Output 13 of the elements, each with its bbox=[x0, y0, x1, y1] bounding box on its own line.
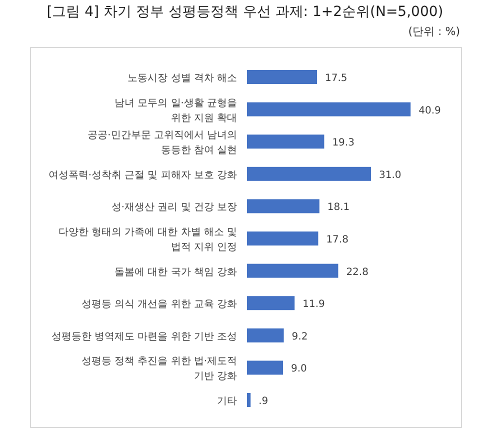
y-tick-label: 남녀 모두의 일·생활 균형을 위한 지원 확대 bbox=[114, 98, 237, 124]
y-tick-label: 기타 bbox=[217, 396, 237, 407]
y-tick-label: 여성폭력·성착취 근절 및 피해자 보호 강화 bbox=[48, 170, 237, 181]
y-tick-label: 성·재생산 권리 및 건강 보장 bbox=[111, 202, 237, 214]
y-tick-label: 돌봄에 대한 국가 책임 강화 bbox=[114, 266, 237, 278]
y-tick-label: 다양한 형태의 가족에 대한 차별 해소 및 법적 지위 인정 bbox=[58, 227, 237, 253]
y-tick-label: 공공·민간부문 고위직에서 남녀의 동등한 참여 실현 bbox=[88, 130, 237, 156]
y-tick-label: 노동시장 성별 격차 해소 bbox=[128, 73, 237, 84]
y-tick-label: 성평등 의식 개선을 위한 교육 강화 bbox=[81, 299, 237, 310]
y-tick-label: 성평등한 병역제도 마련을 위한 기반 조성 bbox=[51, 331, 237, 342]
y-tick-label: 성평등 정책 추진을 위한 법·제도적 기반 강화 bbox=[81, 356, 237, 382]
subtitle: (단위 : %) bbox=[408, 25, 460, 38]
title: [그림 4] 차기 정부 성평등정책 우선 과제: 1+2순위(N=5,000) bbox=[46, 4, 444, 20]
